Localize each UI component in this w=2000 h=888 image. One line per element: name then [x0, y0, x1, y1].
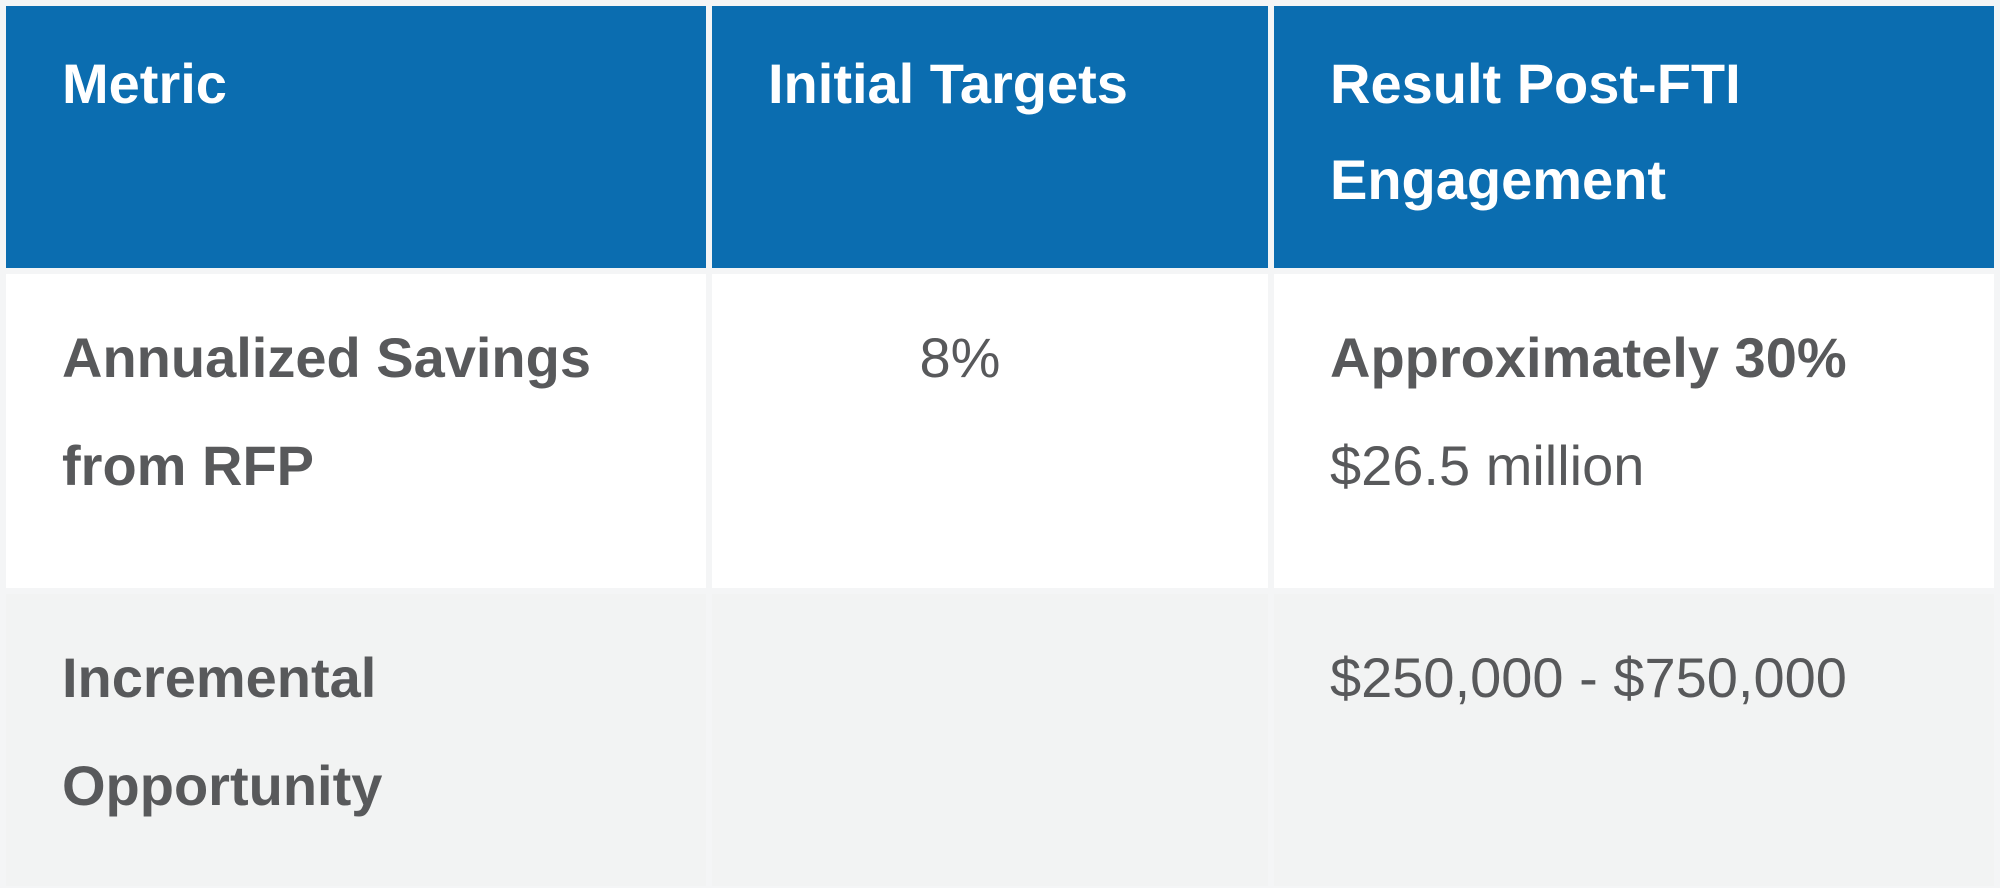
metric-label: Incremental Opportunity [6, 594, 706, 886]
result-cell: Approximately 30% $26.5 million [1274, 274, 1994, 588]
result-cell: $250,000 - $750,000 [1274, 594, 1994, 886]
table-row-annualized-savings: Annualized Savings from RFP 8% Approxima… [6, 274, 1994, 588]
column-header-initial-targets: Initial Targets [712, 6, 1268, 268]
column-header-metric: Metric [6, 6, 706, 268]
initial-target-value [712, 594, 1268, 886]
result-primary-value: Approximately 30% [1330, 326, 1847, 389]
metric-label: Annualized Savings from RFP [6, 274, 706, 588]
initial-target-value: 8% [712, 274, 1268, 588]
result-secondary-value: $26.5 million [1330, 434, 1645, 497]
table-row-incremental-opportunity: Incremental Opportunity $250,000 - $750,… [6, 594, 1994, 886]
table-header-row: Metric Initial Targets Result Post-FTI E… [6, 6, 1994, 268]
column-header-result-post-fti: Result Post-FTI Engagement [1274, 6, 1994, 268]
result-secondary-value: $250,000 - $750,000 [1330, 646, 1847, 709]
